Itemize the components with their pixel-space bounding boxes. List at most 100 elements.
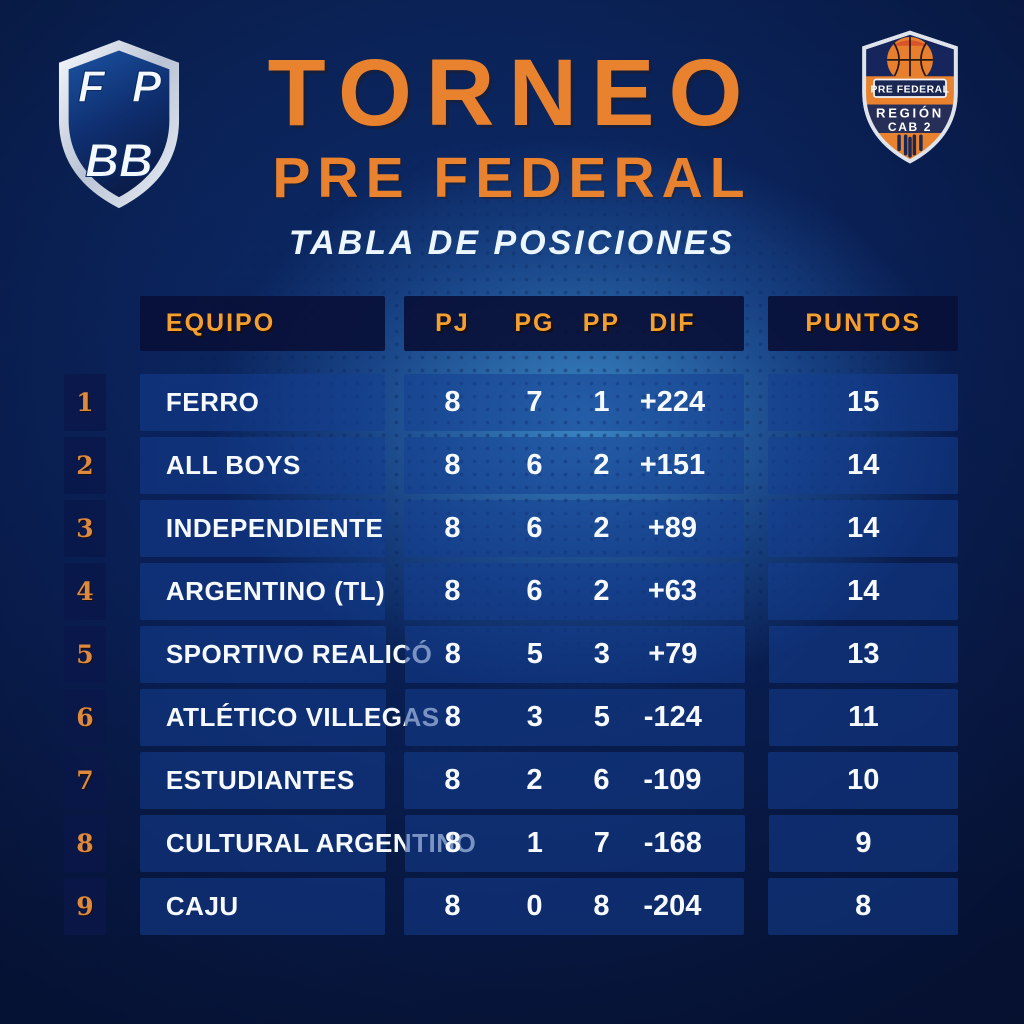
header-dif: DIF <box>649 309 696 337</box>
position-badge: 2 <box>64 437 106 494</box>
page-title-line1: TORNEO <box>267 40 757 146</box>
table-row: 5 SPORTIVO REALICÓ 8 5 3 +79 13 <box>64 626 958 683</box>
points-value: 8 <box>855 890 872 922</box>
points-cell: 10 <box>768 752 958 809</box>
position-number: 9 <box>76 892 94 921</box>
team-name: ESTUDIANTES <box>165 765 355 795</box>
points-value: 10 <box>847 764 880 796</box>
points-value: 14 <box>847 449 880 481</box>
points-cell: 15 <box>768 374 958 431</box>
badge-region-text: REGIÓN <box>876 106 944 121</box>
position-badge: 1 <box>64 374 106 431</box>
stat-pj: 8 <box>444 512 461 544</box>
table-row: 8 CULTURAL ARGENTINO 8 1 7 -168 9 <box>64 815 958 872</box>
points-value: 15 <box>847 386 880 418</box>
stat-pg: 7 <box>526 386 543 418</box>
points-cell: 13 <box>768 626 958 683</box>
team-cell: CULTURAL ARGENTINO <box>139 815 476 872</box>
position-number: 8 <box>76 829 94 858</box>
shield-outline <box>58 40 180 209</box>
team-name: FERRO <box>165 387 260 417</box>
stats-cell: 8 6 2 +63 <box>404 563 745 620</box>
logo-letters-bb: BB <box>85 134 153 186</box>
table-header-row: EQUIPO PJ PG PP DIF PUNTOS <box>64 296 958 351</box>
badge-claw-marks <box>897 134 923 158</box>
points-cell: 8 <box>768 878 958 935</box>
header-stats-cell: PJ PG PP DIF <box>404 296 745 351</box>
position-number: 7 <box>76 766 94 795</box>
stat-dif: +79 <box>648 638 698 670</box>
stat-pp: 8 <box>593 890 610 922</box>
stat-pg: 6 <box>526 575 543 607</box>
points-value: 14 <box>847 575 880 607</box>
stat-pj: 8 <box>444 386 461 418</box>
header-team-cell: EQUIPO <box>139 296 386 351</box>
stats-cell: 8 7 1 +224 <box>404 374 745 431</box>
points-cell: 9 <box>768 815 958 872</box>
team-cell: ALL BOYS <box>139 437 386 494</box>
stat-pg: 0 <box>526 890 543 922</box>
team-cell: FERRO <box>139 374 386 431</box>
header-puntos: PUNTOS <box>805 309 922 337</box>
stat-dif: +63 <box>647 575 698 607</box>
stat-pj: 8 <box>444 701 461 733</box>
team-cell: SPORTIVO REALICÓ <box>139 626 432 683</box>
stat-pp: 6 <box>593 764 610 796</box>
stat-pp: 2 <box>593 512 610 544</box>
table-row: 7 ESTUDIANTES 8 2 6 -109 10 <box>64 752 958 809</box>
points-cell: 14 <box>768 437 958 494</box>
stats-cell: 8 2 6 -109 <box>404 752 745 809</box>
stat-pj: 8 <box>444 449 461 481</box>
team-name: ATLÉTICO VILLEGAS <box>165 702 440 732</box>
stats-cell: 8 6 2 +151 <box>404 437 745 494</box>
position-badge: 4 <box>64 563 106 620</box>
stat-pj: 8 <box>444 764 461 796</box>
stat-pg: 3 <box>526 701 543 733</box>
position-badge: 5 <box>64 626 106 683</box>
position-number: 2 <box>76 451 94 480</box>
pre-federal-region-badge: PRE FEDERAL REGIÓN CAB 2 <box>862 30 958 164</box>
table-row: 3 INDEPENDIENTE 8 6 2 +89 14 <box>64 500 958 557</box>
points-cell: 14 <box>768 563 958 620</box>
team-cell: CAJU <box>139 878 386 935</box>
stats-cell: 8 1 7 -168 <box>404 815 745 872</box>
table-row: 2 ALL BOYS 8 6 2 +151 14 <box>64 437 958 494</box>
position-badge: 7 <box>64 752 106 809</box>
stat-pg: 1 <box>526 827 543 859</box>
badge-navy-band <box>864 104 956 133</box>
stats-cell: 8 0 8 -204 <box>404 878 745 935</box>
stat-pp: 5 <box>593 701 610 733</box>
stats-cell: 8 5 3 +79 <box>404 626 745 683</box>
stat-pp: 2 <box>593 575 610 607</box>
stat-dif: +224 <box>639 386 706 418</box>
points-cell: 14 <box>768 500 958 557</box>
page-subtitle: TABLA DE POSICIONES <box>288 224 736 262</box>
header-pj: PJ <box>435 309 470 337</box>
stat-pg: 5 <box>526 638 543 670</box>
position-number: 4 <box>76 577 94 606</box>
points-value: 11 <box>848 701 879 733</box>
position-number: 5 <box>76 640 94 669</box>
stat-dif: -168 <box>643 827 702 859</box>
stat-pp: 1 <box>593 386 610 418</box>
position-badge: 9 <box>64 878 106 935</box>
team-cell: ARGENTINO (TL) <box>139 563 386 620</box>
stat-pj: 8 <box>444 638 461 670</box>
logo-letter-f: F <box>78 63 106 112</box>
team-name: CAJU <box>165 891 239 921</box>
team-name: INDEPENDIENTE <box>165 513 384 543</box>
stat-pg: 6 <box>526 512 543 544</box>
badge-banner-text: PRE FEDERAL <box>870 85 949 96</box>
position-number: 6 <box>76 703 94 732</box>
position-badge: 6 <box>64 689 106 746</box>
team-name: ALL BOYS <box>165 450 301 480</box>
team-cell: INDEPENDIENTE <box>139 500 386 557</box>
points-value: 13 <box>847 638 880 670</box>
header-points-cell: PUNTOS <box>768 296 958 351</box>
header-pg: PG <box>514 309 555 337</box>
stat-pj: 8 <box>444 890 461 922</box>
position-badge: 8 <box>64 815 106 872</box>
badge-cab-text: CAB 2 <box>888 120 932 134</box>
table-row: 9 CAJU 8 0 8 -204 8 <box>64 878 958 935</box>
team-cell: ATLÉTICO VILLEGAS <box>139 689 439 746</box>
